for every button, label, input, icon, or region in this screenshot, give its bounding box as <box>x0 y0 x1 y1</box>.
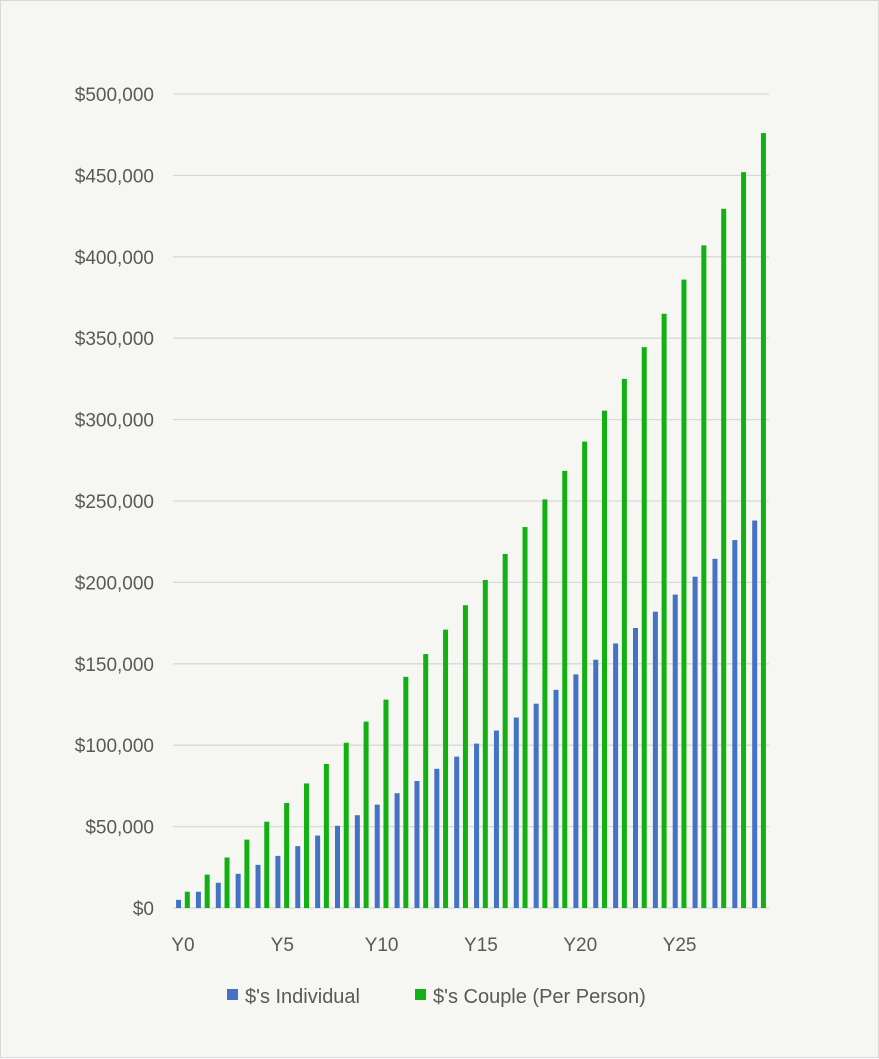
bar-individual <box>652 611 658 908</box>
bar-couple <box>224 857 230 908</box>
y-tick-label: $250,000 <box>75 492 154 513</box>
bar-couple <box>244 839 250 908</box>
bar-individual <box>672 594 678 908</box>
y-tick-label: $350,000 <box>75 329 154 350</box>
bar-individual <box>553 689 559 908</box>
bar-individual <box>235 873 241 908</box>
bar-couple <box>562 470 568 908</box>
bar-individual <box>513 717 519 908</box>
bar-couple <box>542 499 548 908</box>
bar-individual <box>275 855 281 908</box>
bar-individual <box>295 846 301 908</box>
bar-individual <box>632 627 638 908</box>
bar-individual <box>414 781 420 908</box>
gridlines <box>173 93 769 909</box>
bar-couple <box>363 721 369 908</box>
bar-couple <box>502 553 508 908</box>
bar-individual <box>255 864 261 908</box>
bar-individual <box>354 815 360 908</box>
bar-couple <box>403 676 409 908</box>
bar-couple <box>482 579 488 908</box>
bar-individual <box>732 540 738 908</box>
bar-couple <box>423 654 429 908</box>
y-tick-label: $0 <box>133 899 154 920</box>
y-tick-label: $150,000 <box>75 655 154 676</box>
bar-individual <box>334 825 340 908</box>
bar-couple <box>264 821 270 908</box>
bar-couple <box>462 605 468 908</box>
y-tick-label: $200,000 <box>75 573 154 594</box>
legend-swatch <box>415 989 426 1000</box>
bar-individual <box>215 882 221 908</box>
bar-individual <box>573 674 579 908</box>
bar-individual <box>454 756 460 908</box>
legend: $'s Individual $'s Couple (Per Person) <box>227 986 646 1008</box>
bar-individual <box>374 804 380 908</box>
bar-individual <box>593 659 599 908</box>
bar-couple <box>204 874 210 908</box>
bar-individual <box>176 899 182 908</box>
y-tick-label: $300,000 <box>75 411 154 432</box>
bar-couple <box>304 783 310 908</box>
bars <box>176 133 766 909</box>
bar-couple <box>602 410 608 908</box>
y-tick-label: $500,000 <box>75 85 154 106</box>
x-tick-label: Y20 <box>563 935 597 956</box>
bar-individual <box>474 743 480 908</box>
bar-individual <box>493 730 499 908</box>
x-tick-label: Y10 <box>365 935 399 956</box>
bar-individual <box>613 643 619 908</box>
bar-individual <box>712 558 718 908</box>
bar-couple <box>641 347 647 908</box>
bar-individual <box>533 703 539 908</box>
x-tick-label: Y15 <box>464 935 498 956</box>
bar-individual <box>692 576 698 908</box>
x-axis-tick-labels: Y0 Y5 Y10 Y15 Y20 Y25 <box>171 935 696 956</box>
bar-couple <box>184 891 190 908</box>
x-tick-label: Y5 <box>271 935 294 956</box>
bar-couple <box>661 313 667 908</box>
legend-label: $'s Individual <box>245 986 360 1008</box>
y-axis-tick-labels: $0 $50,000 $100,000 $150,000 $200,000 $250,00… <box>75 85 154 920</box>
x-tick-label: Y25 <box>663 935 697 956</box>
bar-individual <box>434 768 440 908</box>
bar-individual <box>315 835 321 908</box>
bar-couple <box>741 172 747 909</box>
bar-couple <box>681 279 687 908</box>
y-tick-label: $50,000 <box>85 818 154 839</box>
bar-couple <box>522 527 528 908</box>
bar-individual <box>752 520 758 908</box>
bar-couple <box>760 133 766 908</box>
bar-couple <box>582 441 588 908</box>
bar-couple <box>284 802 290 908</box>
bar-individual <box>394 793 400 908</box>
y-tick-label: $400,000 <box>75 248 154 269</box>
legend-swatch <box>227 989 238 1000</box>
bar-couple <box>701 245 707 909</box>
y-tick-label: $100,000 <box>75 736 154 757</box>
y-tick-label: $450,000 <box>75 166 154 187</box>
legend-label: $'s Couple (Per Person) <box>433 986 646 1008</box>
bar-couple <box>343 742 349 908</box>
bar-individual <box>195 891 201 908</box>
bar-couple <box>443 629 449 908</box>
bar-couple <box>383 699 389 908</box>
bar-couple <box>721 208 727 909</box>
bar-couple <box>323 763 329 908</box>
bar-couple <box>621 378 627 908</box>
x-tick-label: Y0 <box>171 935 194 956</box>
